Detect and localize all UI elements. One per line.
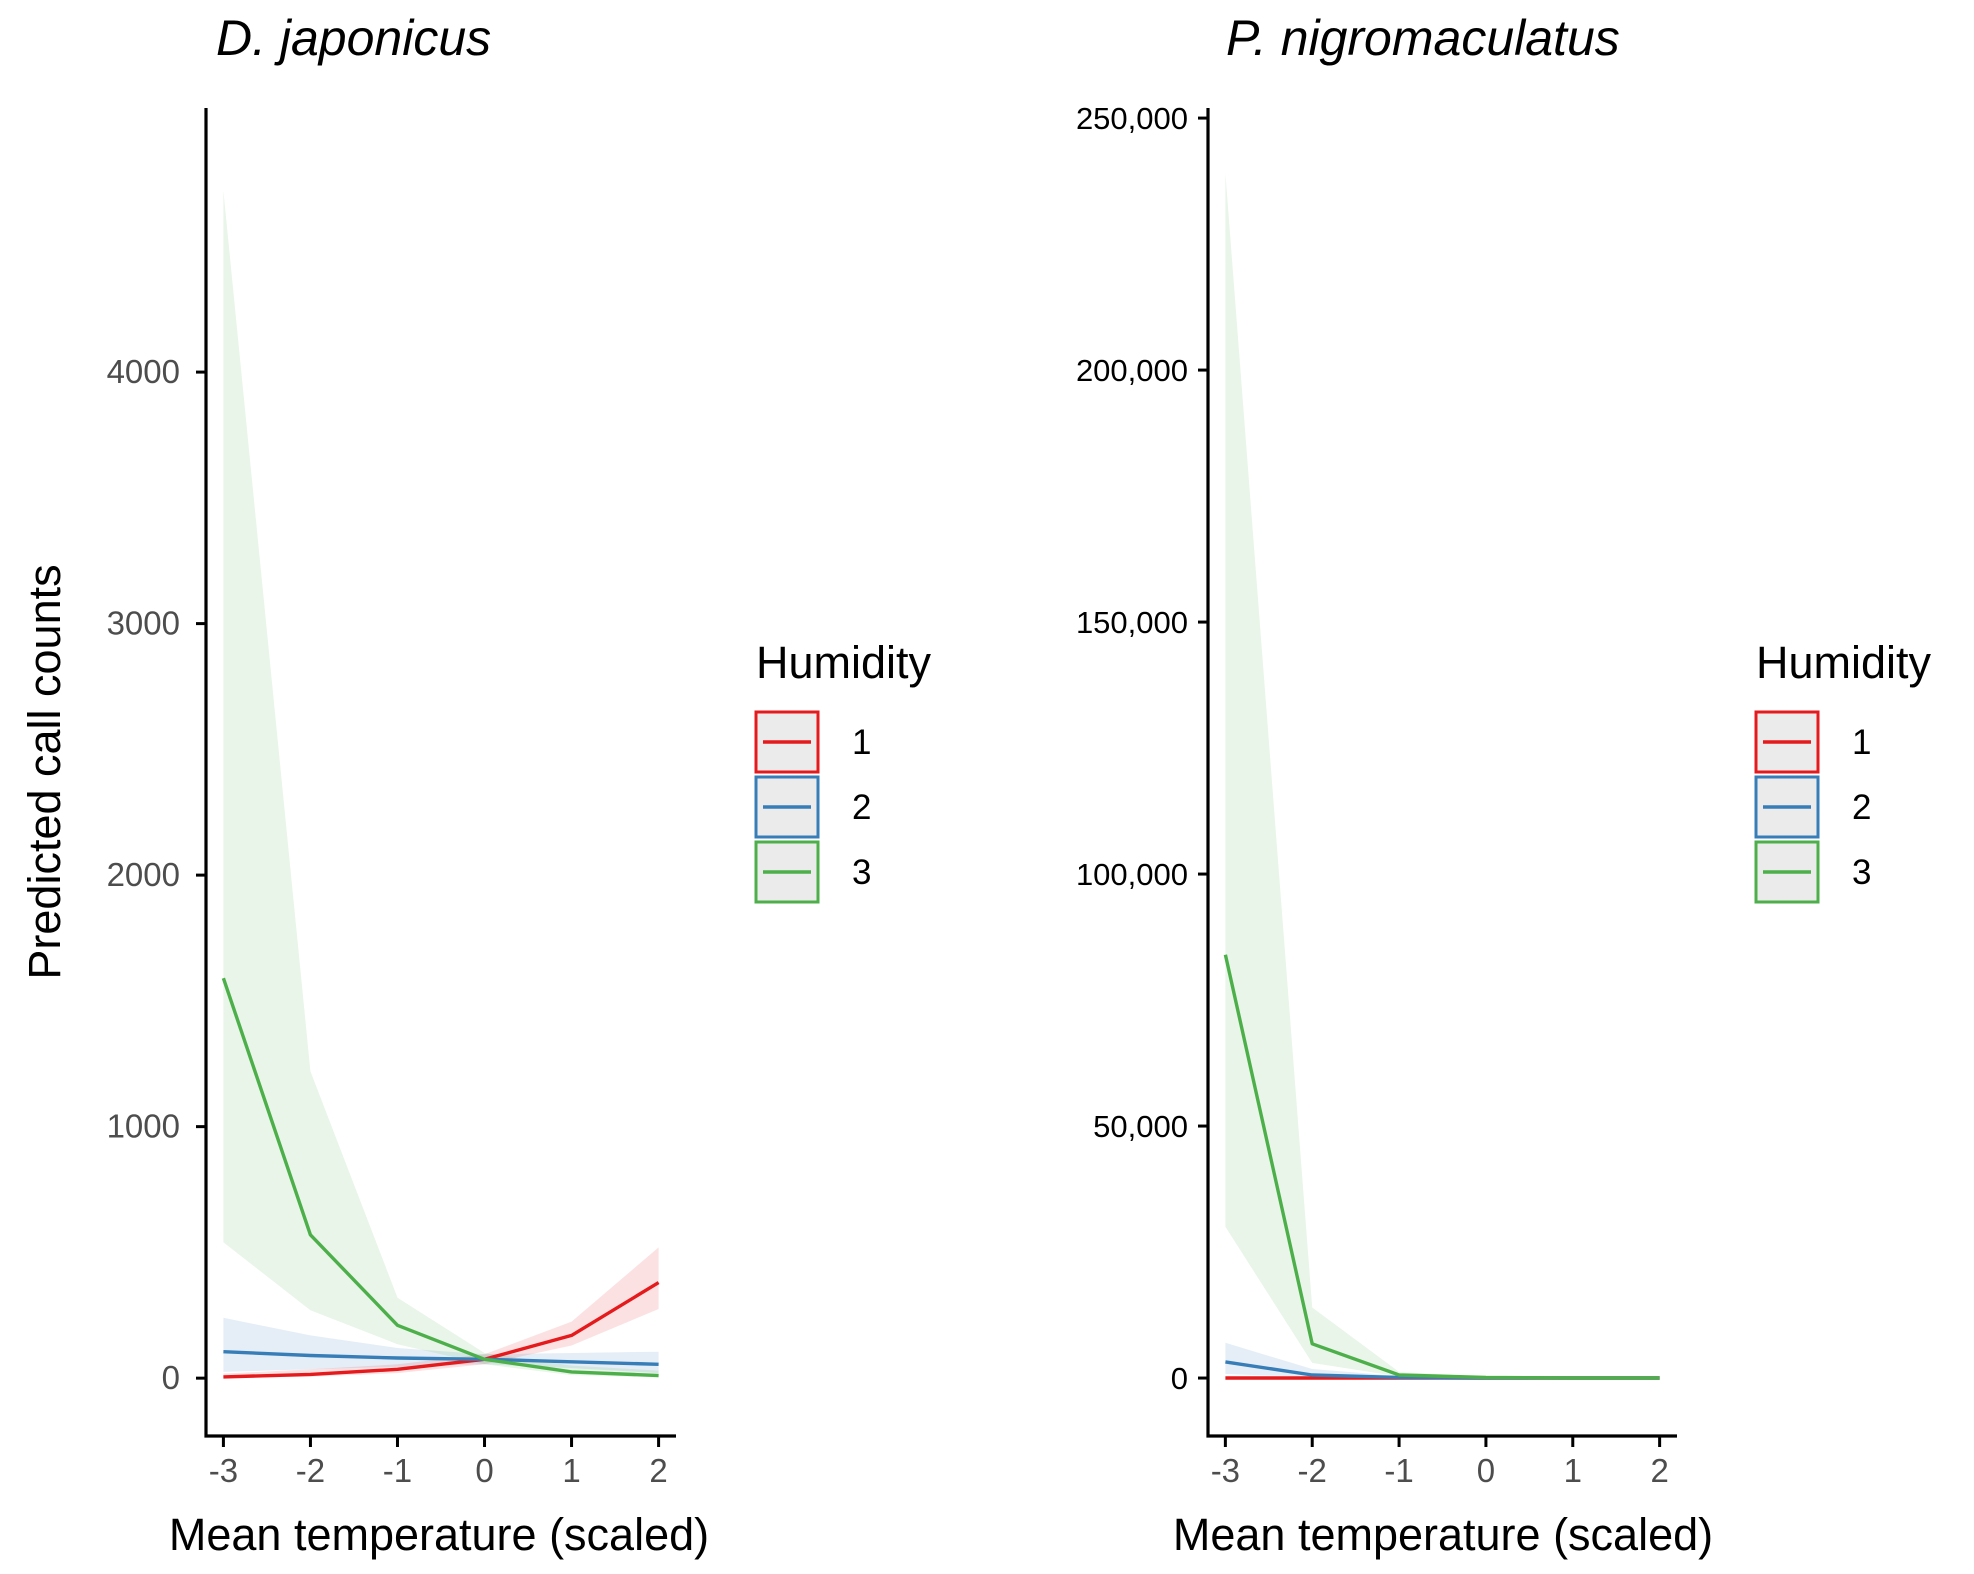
panel-d-japonicus: D. japonicus 0 1000 2000 3000 4000 -3 -2 -1 0 1 2… bbox=[19, 10, 932, 1560]
legend-label: 2 bbox=[852, 788, 871, 827]
series-lines-2 bbox=[1223, 954, 1660, 1380]
y-tick-label: 4000 bbox=[107, 353, 180, 390]
series-line-humidity-1 bbox=[223, 1281, 660, 1379]
legend-item-humidity-3: 3 bbox=[1754, 840, 1871, 904]
legend-label: 1 bbox=[852, 723, 871, 762]
legend-item-humidity-2: 2 bbox=[1754, 775, 1871, 839]
confidence-band-humidity-3 bbox=[1225, 173, 1660, 1378]
y-tick-label: 150,000 bbox=[1076, 605, 1188, 640]
legend-title-2: Humidity bbox=[1756, 637, 1932, 688]
series-line-humidity-2 bbox=[223, 1350, 659, 1366]
legend-label: 3 bbox=[852, 853, 871, 892]
legend-label: 3 bbox=[1852, 853, 1871, 892]
x-tick-label: -3 bbox=[209, 1452, 238, 1489]
chart-title-1: D. japonicus bbox=[216, 10, 491, 66]
y-tick-label: 200,000 bbox=[1076, 353, 1188, 388]
y-axis-title-1: Predicted call counts bbox=[19, 564, 70, 979]
x-tick-label: 2 bbox=[1650, 1452, 1668, 1489]
x-tick-label: -1 bbox=[1384, 1452, 1413, 1489]
legend-2: 1 2 3 bbox=[1754, 710, 1871, 904]
y-tick-label: 3000 bbox=[107, 605, 180, 642]
y-tick-label: 100,000 bbox=[1076, 857, 1188, 892]
confidence-band-humidity-1 bbox=[223, 1247, 659, 1378]
legend-item-humidity-1: 1 bbox=[754, 710, 871, 774]
series-line-humidity-3 bbox=[1223, 954, 1660, 1380]
legend-label: 2 bbox=[1852, 788, 1871, 827]
legend-item-humidity-1: 1 bbox=[1754, 710, 1871, 774]
x-ticks-1: -3 -2 -1 0 1 2 bbox=[209, 1436, 668, 1489]
axes-1 bbox=[204, 108, 676, 1438]
x-tick-label: -2 bbox=[296, 1452, 325, 1489]
y-tick-label: 0 bbox=[1171, 1361, 1188, 1396]
legend-item-humidity-3: 3 bbox=[754, 840, 871, 904]
legend-title-1: Humidity bbox=[756, 637, 932, 688]
y-tick-label: 2000 bbox=[107, 856, 180, 893]
x-tick-label: 1 bbox=[562, 1452, 580, 1489]
y-tick-label: 0 bbox=[162, 1359, 180, 1396]
x-tick-label: 1 bbox=[1564, 1452, 1582, 1489]
legend-1: 1 2 3 bbox=[754, 710, 871, 904]
x-tick-label: -1 bbox=[383, 1452, 412, 1489]
legend-item-humidity-2: 2 bbox=[754, 775, 871, 839]
x-axis-title-1: Mean temperature (scaled) bbox=[169, 1509, 709, 1560]
x-tick-label: 2 bbox=[649, 1452, 667, 1489]
x-tick-label: -2 bbox=[1298, 1452, 1327, 1489]
x-tick-label: 0 bbox=[475, 1452, 493, 1489]
y-tick-label: 1000 bbox=[107, 1108, 180, 1145]
axes-2 bbox=[1206, 108, 1677, 1438]
x-tick-label: 0 bbox=[1477, 1452, 1495, 1489]
panel-p-nigromaculatus: P. nigromaculatus 0 50,000 100,000 150,000 2… bbox=[1076, 10, 1932, 1560]
chart-title-2: P. nigromaculatus bbox=[1226, 10, 1620, 66]
y-tick-label: 50,000 bbox=[1093, 1109, 1188, 1144]
y-ticks-1: 0 1000 2000 3000 4000 bbox=[107, 353, 206, 1396]
y-tick-label: 250,000 bbox=[1076, 101, 1188, 136]
series-line-humidity-3 bbox=[221, 977, 659, 1378]
confidence-band-humidity-2 bbox=[223, 1317, 659, 1374]
series-lines-1 bbox=[221, 977, 660, 1379]
confidence-band-humidity-2 bbox=[1225, 1342, 1660, 1378]
legend-label: 1 bbox=[1852, 723, 1871, 762]
confidence-band-humidity-3 bbox=[223, 191, 659, 1378]
x-axis-title-2: Mean temperature (scaled) bbox=[1173, 1509, 1713, 1560]
y-ticks-2: 0 50,000 100,000 150,000 200,000 250,000 bbox=[1076, 101, 1208, 1396]
confidence-bands-1 bbox=[223, 191, 659, 1378]
confidence-bands-2 bbox=[1225, 173, 1660, 1378]
x-ticks-2: -3 -2 -1 0 1 2 bbox=[1211, 1436, 1669, 1489]
x-tick-label: -3 bbox=[1211, 1452, 1240, 1489]
